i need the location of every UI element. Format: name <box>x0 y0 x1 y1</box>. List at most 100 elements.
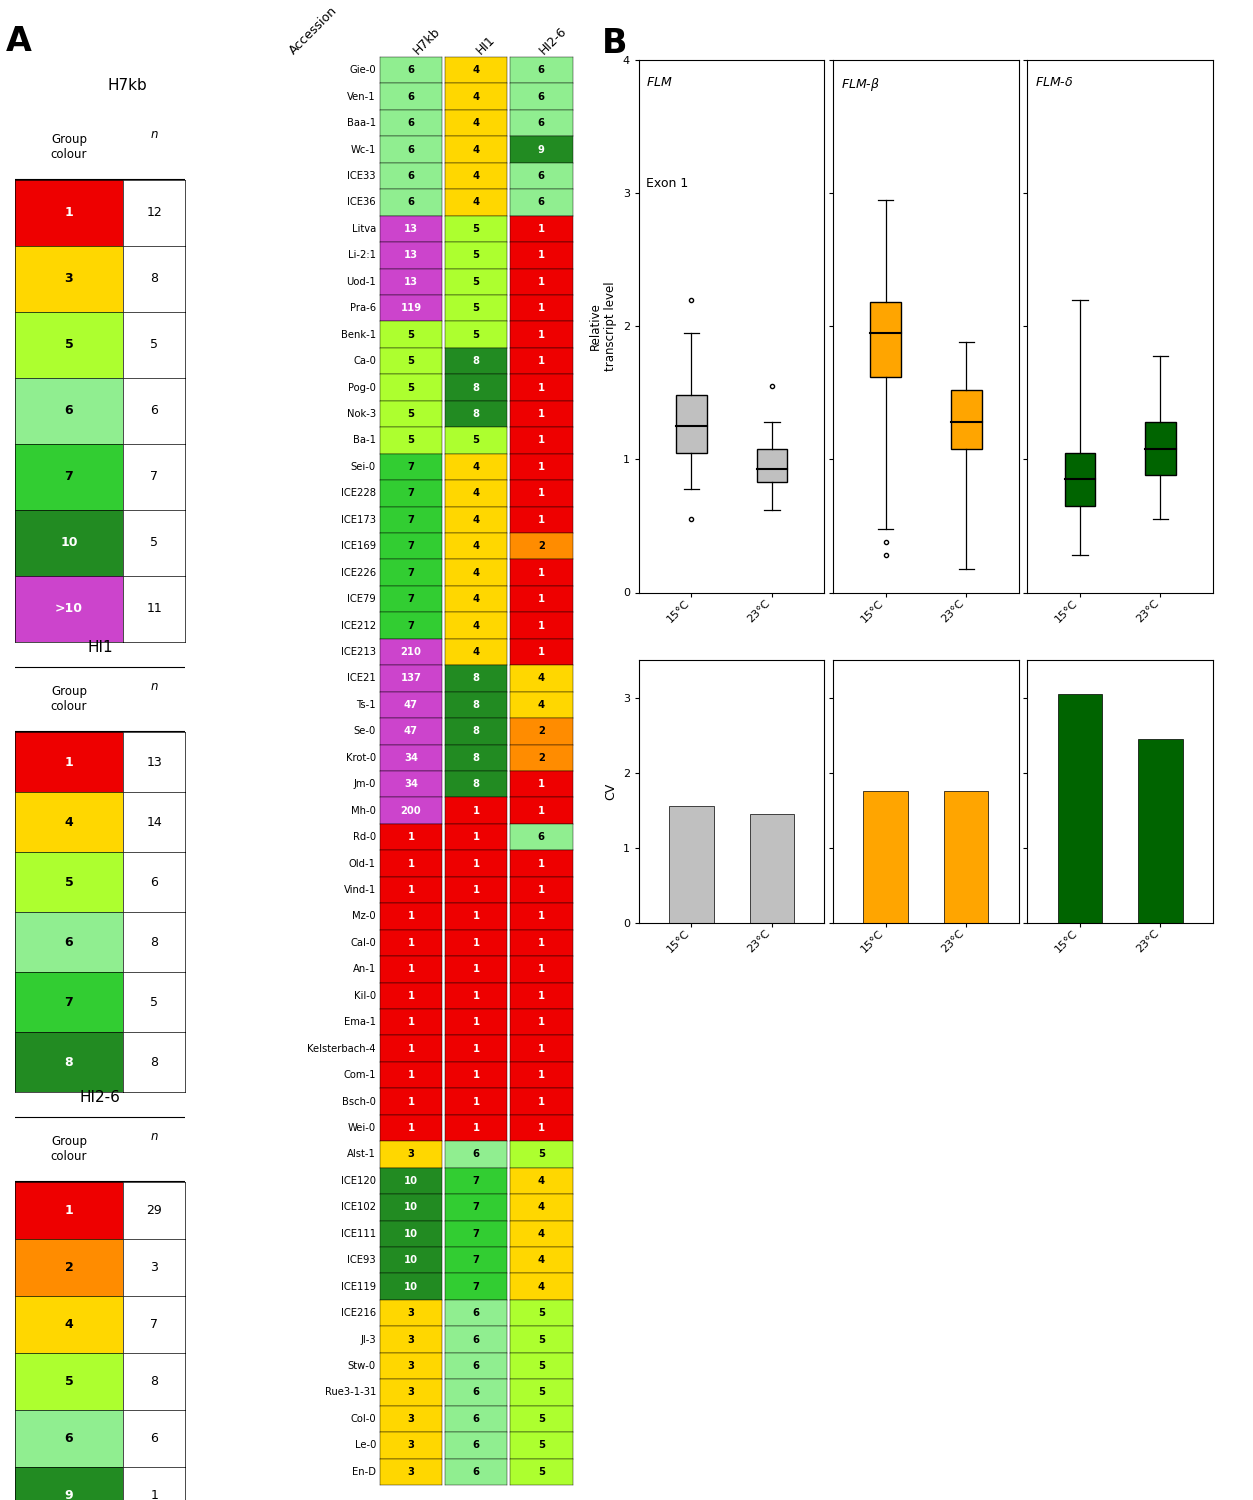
Text: 4: 4 <box>538 1203 545 1212</box>
Text: ICE79: ICE79 <box>347 594 376 604</box>
Text: Mh-0: Mh-0 <box>351 806 376 816</box>
Text: 2: 2 <box>538 753 545 764</box>
Text: H7kb: H7kb <box>108 78 147 93</box>
Text: Kil-0: Kil-0 <box>353 992 376 1000</box>
Text: 8: 8 <box>150 1056 158 1068</box>
Text: 4: 4 <box>472 198 480 207</box>
Text: 3: 3 <box>407 1335 415 1344</box>
Text: 8: 8 <box>150 936 158 948</box>
Text: 6: 6 <box>472 1440 480 1450</box>
Text: ICE169: ICE169 <box>341 542 376 550</box>
Text: 1: 1 <box>407 858 415 868</box>
Text: 5: 5 <box>538 1388 545 1398</box>
Text: 6: 6 <box>407 171 415 182</box>
Text: Pra-6: Pra-6 <box>350 303 376 313</box>
Text: 4: 4 <box>65 1318 73 1330</box>
Text: 10: 10 <box>403 1203 419 1212</box>
Text: 1: 1 <box>538 567 545 578</box>
Text: 4: 4 <box>472 489 480 498</box>
Text: 10: 10 <box>403 1281 419 1292</box>
Text: 1: 1 <box>538 778 545 789</box>
Text: 1: 1 <box>407 992 415 1000</box>
Text: ICE36: ICE36 <box>347 198 376 207</box>
Text: 4: 4 <box>472 64 480 75</box>
Text: 5: 5 <box>407 382 415 393</box>
Text: 4: 4 <box>538 674 545 684</box>
Text: Group
colour: Group colour <box>50 1136 88 1162</box>
Text: 8: 8 <box>65 1056 73 1068</box>
Text: Old-1: Old-1 <box>348 858 376 868</box>
Text: 1: 1 <box>538 1070 545 1080</box>
Text: 7: 7 <box>472 1228 480 1239</box>
Text: 5: 5 <box>472 303 480 313</box>
Text: 4: 4 <box>538 1176 545 1186</box>
Text: 8: 8 <box>472 382 480 393</box>
Text: 8: 8 <box>150 273 158 285</box>
Text: 1: 1 <box>407 912 415 921</box>
Text: 8: 8 <box>472 410 480 419</box>
Text: A: A <box>6 26 33 57</box>
Text: 1: 1 <box>472 1070 480 1080</box>
Text: Baa-1: Baa-1 <box>347 118 376 128</box>
Text: 7: 7 <box>407 514 415 525</box>
Text: 6: 6 <box>538 198 545 207</box>
Text: 10: 10 <box>403 1176 419 1186</box>
Text: 6: 6 <box>407 64 415 75</box>
Text: Ema-1: Ema-1 <box>343 1017 376 1028</box>
Text: 1: 1 <box>472 938 480 948</box>
Text: 1: 1 <box>407 833 415 842</box>
Text: 7: 7 <box>407 594 415 604</box>
Text: 1: 1 <box>538 330 545 339</box>
Text: Rue3-1-31: Rue3-1-31 <box>325 1388 376 1398</box>
Text: 6: 6 <box>538 64 545 75</box>
Text: 4: 4 <box>538 1256 545 1264</box>
Text: 4: 4 <box>472 171 480 182</box>
Text: 5: 5 <box>538 1308 545 1318</box>
Text: 8: 8 <box>472 356 480 366</box>
Text: 1: 1 <box>472 885 480 896</box>
Text: Le-0: Le-0 <box>355 1440 376 1450</box>
Text: 4: 4 <box>472 462 480 472</box>
Text: 6: 6 <box>150 405 158 417</box>
Bar <box>1138 740 1183 922</box>
Text: ICE173: ICE173 <box>341 514 376 525</box>
Text: 4: 4 <box>472 567 480 578</box>
Text: 1: 1 <box>65 756 73 768</box>
Text: 7: 7 <box>65 996 73 1008</box>
Text: Com-1: Com-1 <box>343 1070 376 1080</box>
Text: ICE119: ICE119 <box>341 1281 376 1292</box>
Text: 1: 1 <box>538 303 545 313</box>
Text: 1: 1 <box>538 356 545 366</box>
Bar <box>1065 453 1095 506</box>
Text: 5: 5 <box>538 1467 545 1478</box>
Text: 6: 6 <box>472 1149 480 1160</box>
Text: 5: 5 <box>538 1414 545 1424</box>
Text: 4: 4 <box>472 542 480 550</box>
Text: 6: 6 <box>538 118 545 128</box>
Text: 1: 1 <box>538 382 545 393</box>
Text: 1: 1 <box>538 992 545 1000</box>
Text: 1: 1 <box>538 806 545 816</box>
Text: An-1: An-1 <box>352 964 376 975</box>
Text: 1: 1 <box>472 912 480 921</box>
Text: 6: 6 <box>65 405 73 417</box>
Text: Nok-3: Nok-3 <box>347 410 376 419</box>
Text: 2: 2 <box>65 1262 73 1274</box>
Text: ICE21: ICE21 <box>347 674 376 684</box>
Text: 1: 1 <box>150 1490 158 1500</box>
Text: 1: 1 <box>407 1070 415 1080</box>
Text: n: n <box>150 681 158 693</box>
Text: 6: 6 <box>472 1388 480 1398</box>
Text: 6: 6 <box>538 92 545 102</box>
Text: 119: 119 <box>401 303 421 313</box>
Text: 1: 1 <box>538 435 545 445</box>
Text: 7: 7 <box>65 471 73 483</box>
Text: 6: 6 <box>150 876 158 888</box>
Text: 1: 1 <box>538 964 545 975</box>
Text: 1: 1 <box>538 885 545 896</box>
Text: 1: 1 <box>538 514 545 525</box>
Text: 8: 8 <box>472 700 480 709</box>
Text: 6: 6 <box>472 1308 480 1318</box>
Text: 1: 1 <box>538 251 545 261</box>
Text: ICE102: ICE102 <box>341 1203 376 1212</box>
